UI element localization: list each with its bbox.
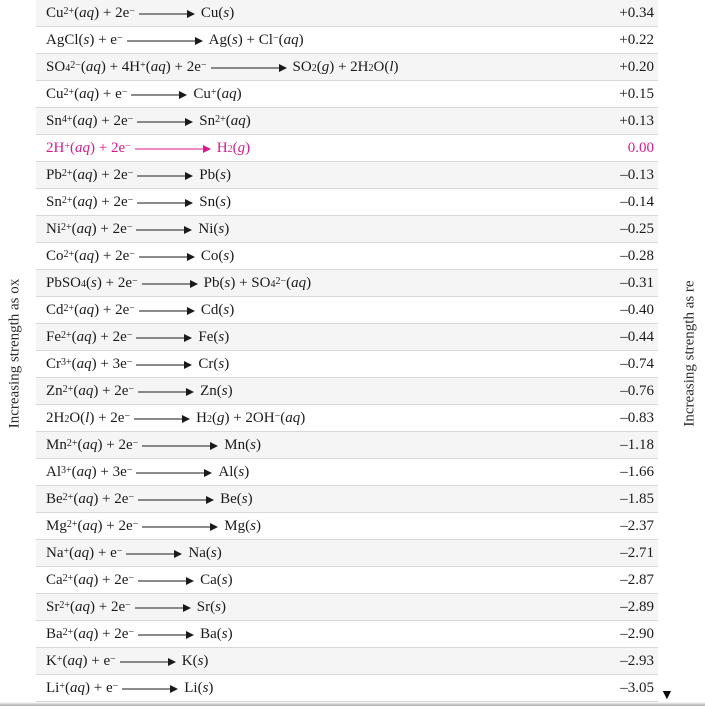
reaction-cell: Ni2+(aq) + 2e− Ni(s) <box>46 216 229 243</box>
reaction-cell: Cd2+(aq) + 2e− Cd(s) <box>46 297 234 324</box>
reaction-cell: Sr2+(aq) + 2e− Sr(s) <box>46 594 226 621</box>
potential-value: –0.44 <box>620 324 654 351</box>
potential-value: +0.13 <box>619 108 654 135</box>
potential-value: –0.40 <box>620 297 654 324</box>
table-row: Fe2+(aq) + 2e− Fe(s) –0.44 <box>36 324 658 351</box>
reaction-cell: 2H+(aq) + 2e− H2(g) <box>46 135 250 162</box>
table-row: PbSO4(s) + 2e− Pb(s) + SO42−(aq) –0.31 <box>36 270 658 297</box>
potential-value: –0.13 <box>620 162 654 189</box>
potential-value: –3.05 <box>620 675 654 702</box>
potential-value: –0.76 <box>620 378 654 405</box>
right-axis-label: Increasing strength as re <box>675 0 705 706</box>
bottom-shadow <box>0 702 705 706</box>
potential-value: –2.93 <box>620 648 654 675</box>
reaction-cell: SO42−(aq) + 4H+(aq) + 2e− SO2(g) + 2H2O(… <box>46 54 399 81</box>
potential-value: –2.71 <box>620 540 654 567</box>
table-row: Ni2+(aq) + 2e− Ni(s) –0.25 <box>36 216 658 243</box>
reaction-cell: Ba2+(aq) + 2e− Ba(s) <box>46 621 233 648</box>
table-row: Cu2+(aq) + e− Cu+(aq) +0.15 <box>36 81 658 108</box>
reaction-cell: AgCl(s) + e− Ag(s) + Cl−(aq) <box>46 27 304 54</box>
potential-value: –1.66 <box>620 459 654 486</box>
reaction-cell: Na+(aq) + e− Na(s) <box>46 540 222 567</box>
reaction-cell: Ca2+(aq) + 2e− Ca(s) <box>46 567 233 594</box>
table-row: Cd2+(aq) + 2e− Cd(s) –0.40 <box>36 297 658 324</box>
left-axis-text: Increasing strength as ox <box>7 278 24 428</box>
reaction-cell: Sn2+(aq) + 2e− Sn(s) <box>46 189 231 216</box>
table-row: Zn2+(aq) + 2e− Zn(s) –0.76 <box>36 378 658 405</box>
potential-value: –2.89 <box>620 594 654 621</box>
potential-value: –0.14 <box>620 189 654 216</box>
down-arrow-icon: ▼ <box>660 688 674 704</box>
table-row: Cu2+(aq) + 2e− Cu(s) +0.34 <box>36 0 658 27</box>
potential-value: –2.87 <box>620 567 654 594</box>
table-row: Sn2+(aq) + 2e− Sn(s) –0.14 <box>36 189 658 216</box>
reaction-cell: Zn2+(aq) + 2e− Zn(s) <box>46 378 233 405</box>
reaction-cell: Pb2+(aq) + 2e− Pb(s) <box>46 162 231 189</box>
potential-value: +0.20 <box>619 54 654 81</box>
table-row: 2H2O(l) + 2e− H2(g) + 2OH−(aq) –0.83 <box>36 405 658 432</box>
reaction-cell: PbSO4(s) + 2e− Pb(s) + SO42−(aq) <box>46 270 311 297</box>
table-row: AgCl(s) + e− Ag(s) + Cl−(aq) +0.22 <box>36 27 658 54</box>
table-row: Mg2+(aq) + 2e− Mg(s) –2.37 <box>36 513 658 540</box>
reaction-cell: Co2+(aq) + 2e− Co(s) <box>46 243 234 270</box>
table-row: Be2+(aq) + 2e− Be(s) –1.85 <box>36 486 658 513</box>
potential-value: –0.28 <box>620 243 654 270</box>
reaction-cell: Cr3+(aq) + 3e− Cr(s) <box>46 351 229 378</box>
potential-value: –1.18 <box>620 432 654 459</box>
potential-value: –0.74 <box>620 351 654 378</box>
potential-value: –0.83 <box>620 405 654 432</box>
potential-value: 0.00 <box>628 135 654 162</box>
table-row: Li+(aq) + e− Li(s) –3.05 <box>36 675 658 702</box>
table-row: SO42−(aq) + 4H+(aq) + 2e− SO2(g) + 2H2O(… <box>36 54 658 81</box>
table-row: Co2+(aq) + 2e− Co(s) –0.28 <box>36 243 658 270</box>
potential-value: –0.25 <box>620 216 654 243</box>
table-row: Pb2+(aq) + 2e− Pb(s) –0.13 <box>36 162 658 189</box>
table-row: Ca2+(aq) + 2e− Ca(s) –2.87 <box>36 567 658 594</box>
reaction-cell: Cu2+(aq) + 2e− Cu(s) <box>46 0 234 27</box>
table-row: Mn2+(aq) + 2e− Mn(s) –1.18 <box>36 432 658 459</box>
reaction-cell: 2H2O(l) + 2e− H2(g) + 2OH−(aq) <box>46 405 305 432</box>
reaction-cell: K+(aq) + e− K(s) <box>46 648 208 675</box>
right-axis-text: Increasing strength as re <box>682 280 699 426</box>
potential-value: –1.85 <box>620 486 654 513</box>
reaction-cell: Sn4+(aq) + 2e− Sn2+(aq) <box>46 108 251 135</box>
left-axis-label: Increasing strength as ox <box>0 0 30 706</box>
table-row: Ba2+(aq) + 2e− Ba(s) –2.90 <box>36 621 658 648</box>
potential-value: –2.90 <box>620 621 654 648</box>
potential-value: –2.37 <box>620 513 654 540</box>
reaction-cell: Li+(aq) + e− Li(s) <box>46 675 213 702</box>
table-row: Na+(aq) + e− Na(s) –2.71 <box>36 540 658 567</box>
table-row: 2H+(aq) + 2e− H2(g) 0.00 <box>36 135 658 162</box>
table-row: Al3+(aq) + 3e− Al(s) –1.66 <box>36 459 658 486</box>
table-row: Sn4+(aq) + 2e− Sn2+(aq) +0.13 <box>36 108 658 135</box>
reaction-cell: Fe2+(aq) + 2e− Fe(s) <box>46 324 229 351</box>
potential-value: +0.34 <box>619 0 654 27</box>
potential-value: +0.22 <box>619 27 654 54</box>
reduction-potentials-table: Cu2+(aq) + 2e− Cu(s)+0.34AgCl(s) + e− Ag… <box>36 0 658 702</box>
reaction-cell: Al3+(aq) + 3e− Al(s) <box>46 459 249 486</box>
potential-value: –0.31 <box>620 270 654 297</box>
table-row: Sr2+(aq) + 2e− Sr(s) –2.89 <box>36 594 658 621</box>
reaction-cell: Be2+(aq) + 2e− Be(s) <box>46 486 253 513</box>
table-row: K+(aq) + e− K(s) –2.93 <box>36 648 658 675</box>
reaction-cell: Mg2+(aq) + 2e− Mg(s) <box>46 513 261 540</box>
reaction-cell: Cu2+(aq) + e− Cu+(aq) <box>46 81 242 108</box>
reaction-cell: Mn2+(aq) + 2e− Mn(s) <box>46 432 261 459</box>
potential-value: +0.15 <box>619 81 654 108</box>
table-row: Cr3+(aq) + 3e− Cr(s) –0.74 <box>36 351 658 378</box>
